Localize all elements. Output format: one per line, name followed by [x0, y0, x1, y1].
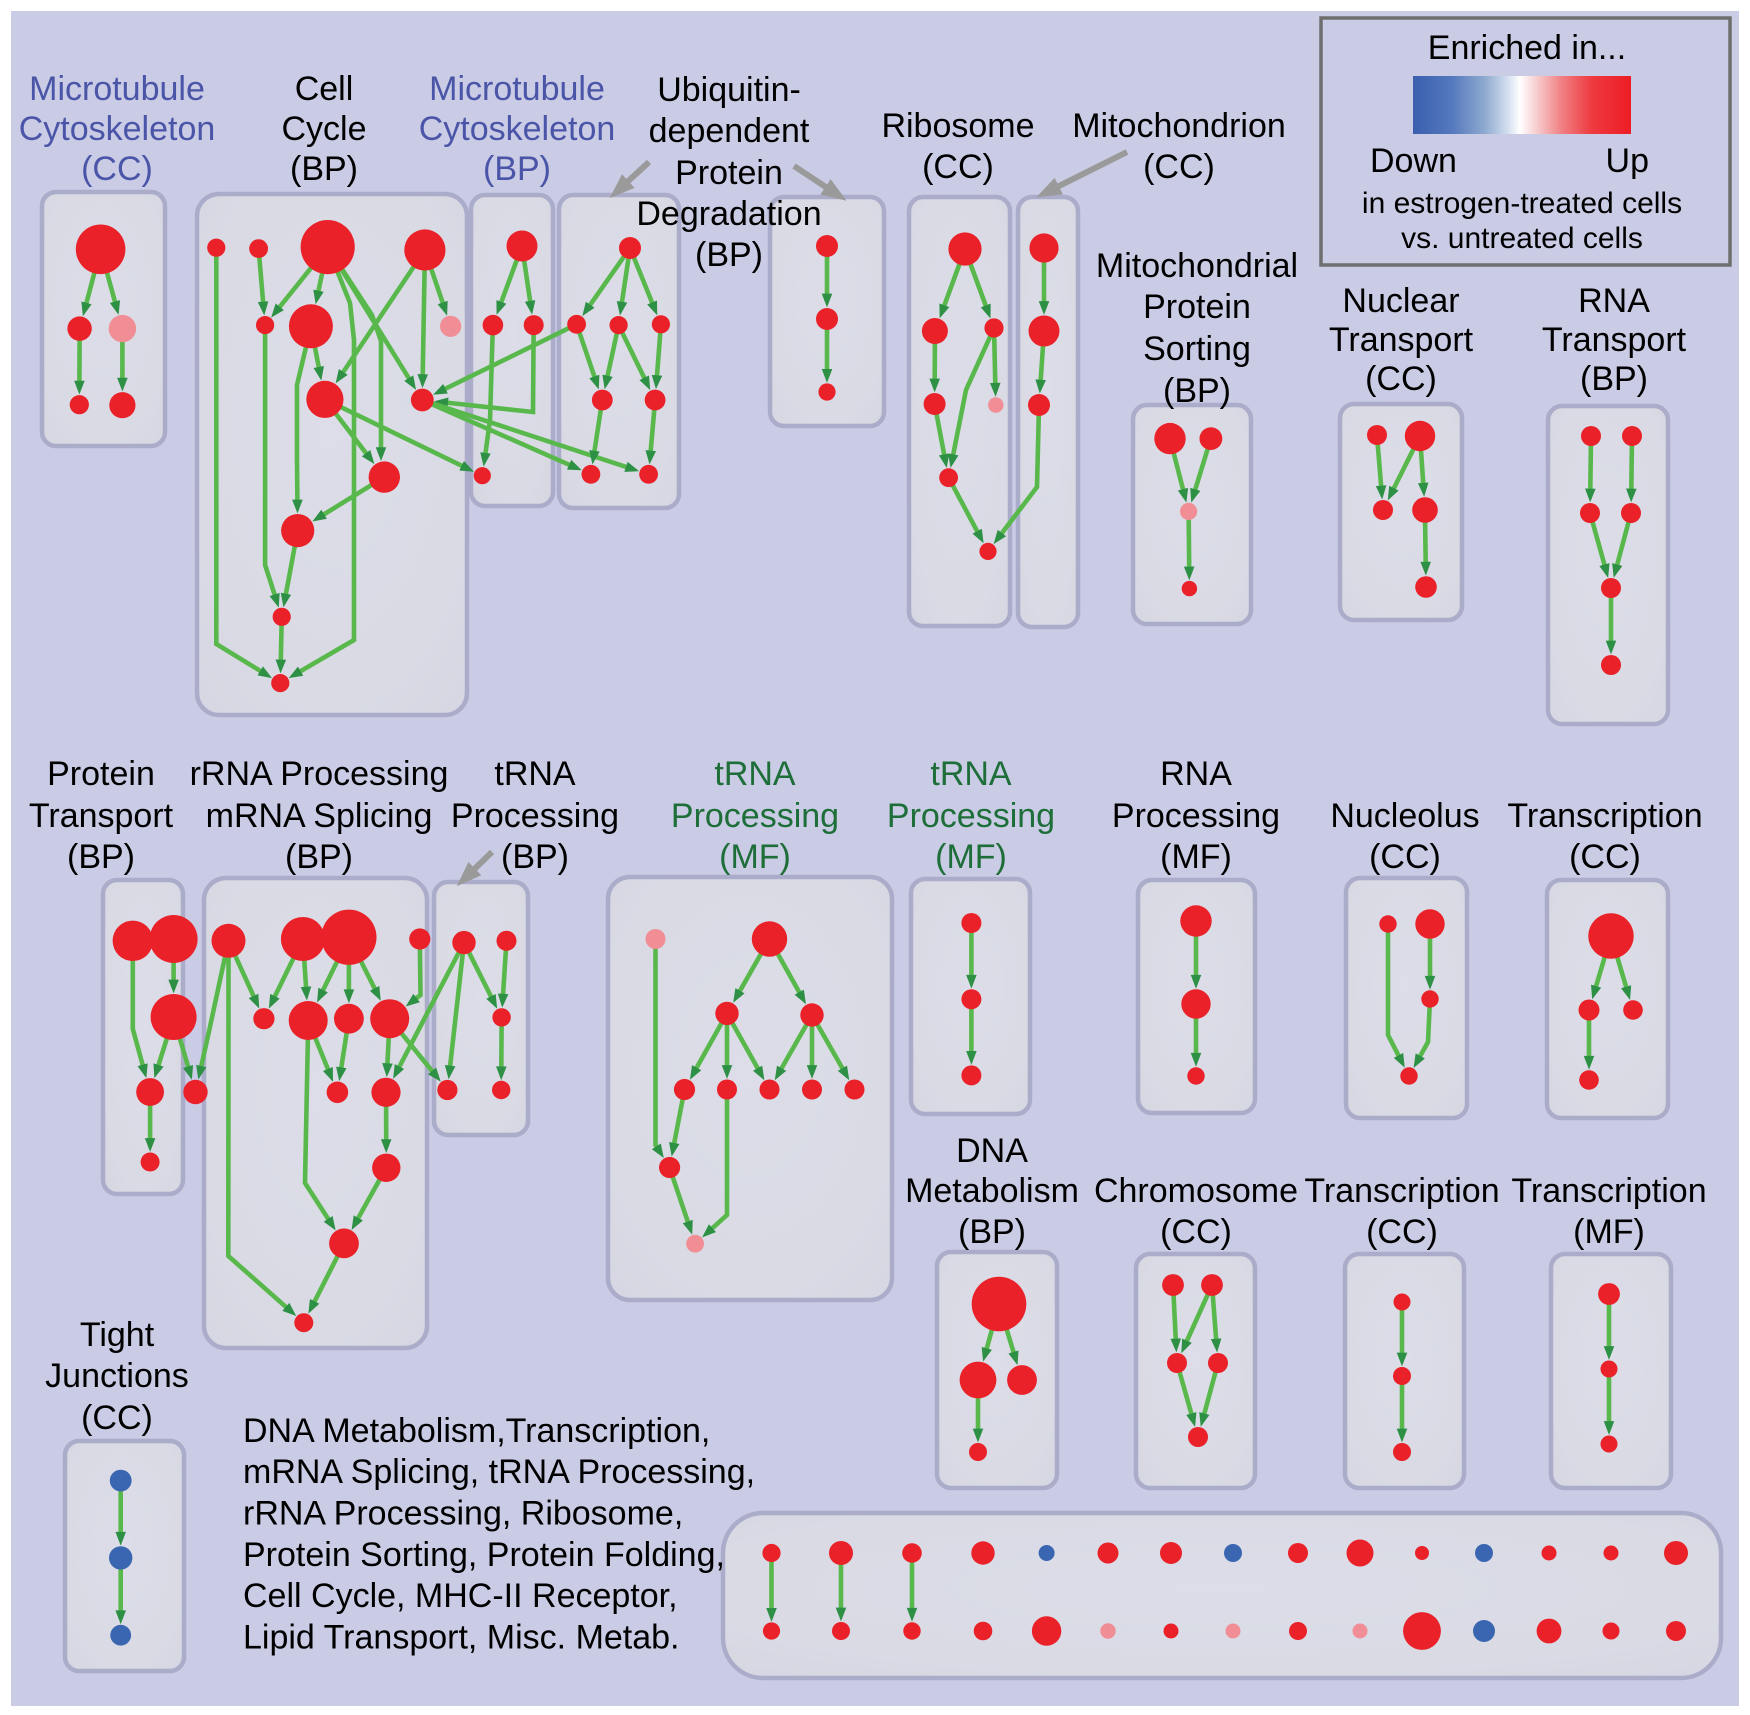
svg-text:Cytoskeleton: Cytoskeleton	[19, 110, 216, 148]
svg-text:DNA: DNA	[956, 1132, 1028, 1170]
svg-text:RNA: RNA	[1578, 282, 1650, 320]
svg-text:(BP): (BP)	[285, 838, 353, 876]
svg-text:mRNA Splicing: mRNA Splicing	[206, 797, 433, 835]
svg-text:Protein: Protein	[1143, 288, 1251, 326]
svg-text:Microtubule: Microtubule	[429, 70, 605, 108]
svg-text:Transport: Transport	[1329, 321, 1474, 359]
svg-text:(BP): (BP)	[1580, 360, 1648, 398]
svg-text:rRNA Processing: rRNA Processing	[190, 755, 449, 793]
svg-text:Protein: Protein	[47, 755, 155, 793]
svg-text:(MF): (MF)	[935, 838, 1007, 876]
svg-text:Mitochondrion: Mitochondrion	[1072, 107, 1286, 145]
svg-text:Up: Up	[1606, 142, 1649, 180]
svg-text:Transport: Transport	[29, 797, 174, 835]
svg-text:Processing: Processing	[1112, 797, 1280, 835]
svg-text:Mitochondrial: Mitochondrial	[1096, 247, 1298, 285]
svg-text:tRNA: tRNA	[714, 755, 796, 793]
svg-text:RNA: RNA	[1160, 755, 1232, 793]
svg-text:(BP): (BP)	[483, 150, 551, 188]
svg-text:Microtubule: Microtubule	[29, 70, 205, 108]
svg-text:(BP): (BP)	[501, 838, 569, 876]
svg-text:Transport: Transport	[1542, 321, 1687, 359]
svg-text:(BP): (BP)	[67, 838, 135, 876]
svg-text:Chromosome: Chromosome	[1094, 1172, 1298, 1210]
svg-text:Down: Down	[1370, 142, 1457, 180]
svg-text:(BP): (BP)	[290, 150, 358, 188]
svg-text:tRNA: tRNA	[930, 755, 1012, 793]
svg-text:mRNA Splicing, tRNA Processing: mRNA Splicing, tRNA Processing,	[243, 1453, 755, 1491]
svg-text:Cytoskeleton: Cytoskeleton	[419, 110, 616, 148]
svg-text:Protein Sorting, Protein Foldi: Protein Sorting, Protein Folding,	[243, 1536, 725, 1574]
svg-text:tRNA: tRNA	[494, 755, 576, 793]
svg-text:DNA Metabolism,Transcription,: DNA Metabolism,Transcription,	[243, 1412, 710, 1450]
svg-text:(CC): (CC)	[1365, 360, 1437, 398]
svg-text:Ribosome: Ribosome	[881, 107, 1034, 145]
svg-text:Lipid Transport, Misc. Metab.: Lipid Transport, Misc. Metab.	[243, 1618, 680, 1656]
svg-text:(MF): (MF)	[1573, 1213, 1645, 1251]
svg-text:(CC): (CC)	[1366, 1213, 1438, 1251]
svg-text:(CC): (CC)	[1369, 838, 1441, 876]
svg-text:(CC): (CC)	[81, 1399, 153, 1437]
svg-text:Sorting: Sorting	[1143, 330, 1251, 368]
svg-text:Metabolism: Metabolism	[905, 1172, 1079, 1210]
svg-text:Cell: Cell	[295, 70, 354, 108]
svg-text:(CC): (CC)	[1160, 1213, 1232, 1251]
svg-text:(CC): (CC)	[922, 148, 994, 186]
svg-text:(MF): (MF)	[1160, 838, 1232, 876]
svg-text:(BP): (BP)	[958, 1213, 1026, 1251]
svg-text:vs. untreated cells: vs. untreated cells	[1401, 222, 1643, 255]
svg-text:rRNA Processing, Ribosome,: rRNA Processing, Ribosome,	[243, 1495, 683, 1533]
svg-text:(CC): (CC)	[81, 150, 153, 188]
svg-text:Transcription: Transcription	[1511, 1172, 1706, 1210]
svg-text:Ubiquitin-: Ubiquitin-	[657, 71, 801, 109]
svg-text:Transcription: Transcription	[1304, 1172, 1499, 1210]
svg-text:Transcription: Transcription	[1507, 797, 1702, 835]
svg-text:Nuclear: Nuclear	[1342, 282, 1459, 320]
svg-text:Cell Cycle, MHC-II Receptor,: Cell Cycle, MHC-II Receptor,	[243, 1577, 678, 1615]
svg-text:Processing: Processing	[671, 797, 839, 835]
svg-text:(CC): (CC)	[1569, 838, 1641, 876]
svg-text:Enriched in...: Enriched in...	[1428, 29, 1626, 67]
svg-text:(CC): (CC)	[1143, 148, 1215, 186]
svg-text:(BP): (BP)	[695, 236, 763, 274]
svg-text:Processing: Processing	[451, 797, 619, 835]
svg-text:dependent: dependent	[649, 112, 810, 150]
svg-text:Junctions: Junctions	[45, 1357, 189, 1395]
svg-text:Nucleolus: Nucleolus	[1330, 797, 1479, 835]
svg-text:Degradation: Degradation	[636, 195, 821, 233]
svg-text:in estrogen-treated cells: in estrogen-treated cells	[1362, 187, 1682, 220]
svg-text:(BP): (BP)	[1163, 372, 1231, 410]
svg-text:Protein: Protein	[675, 154, 783, 192]
svg-text:Processing: Processing	[887, 797, 1055, 835]
svg-text:Tight: Tight	[80, 1316, 155, 1354]
svg-text:(MF): (MF)	[719, 838, 791, 876]
svg-text:Cycle: Cycle	[281, 110, 366, 148]
